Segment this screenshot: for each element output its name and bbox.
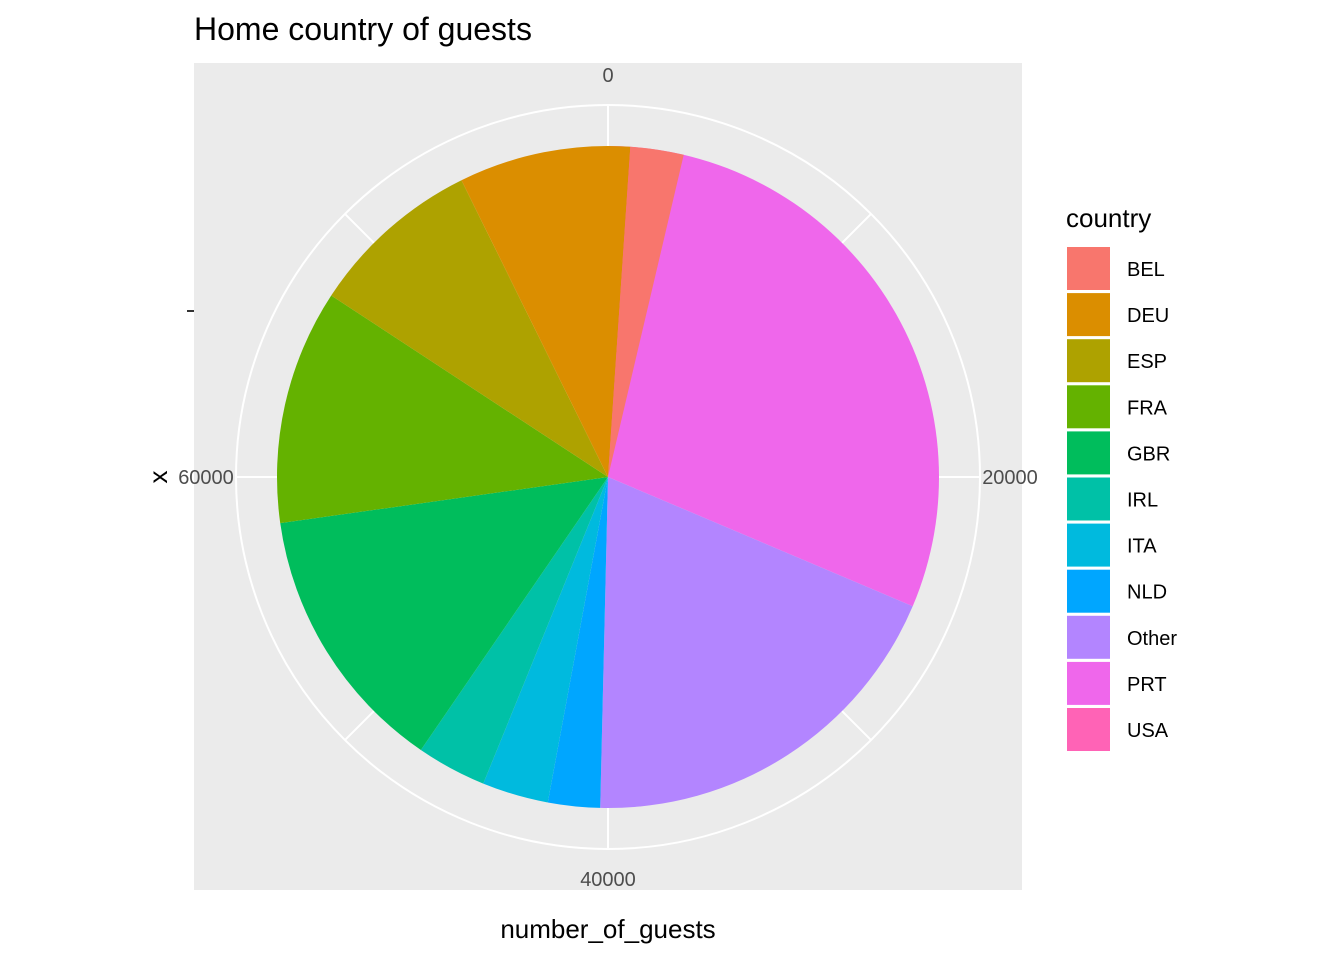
pie-slice-irl [420,477,608,784]
tick-label: 20000 [982,467,1038,489]
legend-title: country [1066,203,1151,233]
legend-label: BEL [1127,259,1165,281]
pie-slice-other [600,477,913,809]
legend-key-fra [1067,385,1110,429]
pie-slices [276,146,939,809]
legend-label: DEU [1127,305,1169,327]
legend-key-irl [1067,477,1110,521]
pie-slice-gbr [280,477,608,751]
legend-label: GBR [1127,443,1170,465]
legend-label: ESP [1127,351,1167,373]
y-axis-title: x [143,471,173,484]
angle-tick-labels: 0 20000 40000 60000 [178,65,1038,891]
legend-label: USA [1127,720,1169,742]
legend: country BEL DEU ESP FRA GBR IRL ITA NLD Other PRT… [1066,203,1177,751]
tick-label: 60000 [178,467,234,489]
legend-label: ITA [1127,536,1157,558]
pie-slice-esp [331,180,608,477]
legend-key-usa [1067,708,1110,751]
legend-key-prt [1067,661,1110,705]
legend-label: Other [1127,628,1177,650]
pie-slice-bel [608,146,684,477]
legend-label: PRT [1127,674,1167,696]
legend-label: FRA [1127,397,1168,419]
pie-slice-ita [483,477,608,803]
legend-key-bel [1067,247,1110,290]
legend-key-esp [1067,339,1110,383]
legend-key-gbr [1067,431,1110,475]
pie-slice-fra [276,295,608,524]
pie-slice-deu [461,146,631,477]
tick-label: 40000 [580,869,636,891]
legend-label: NLD [1127,582,1167,604]
tick-label: 0 [602,65,613,87]
chart-title: Home country of guests [194,11,532,47]
legend-key-nld [1067,569,1110,613]
legend-key-other [1067,615,1110,659]
legend-label: IRL [1127,490,1158,512]
pie-slice-prt [608,149,939,607]
x-axis-title: number_of_guests [500,914,715,944]
legend-key-deu [1067,293,1110,337]
legend-key-ita [1067,523,1110,567]
pie-slice-nld [547,477,608,808]
